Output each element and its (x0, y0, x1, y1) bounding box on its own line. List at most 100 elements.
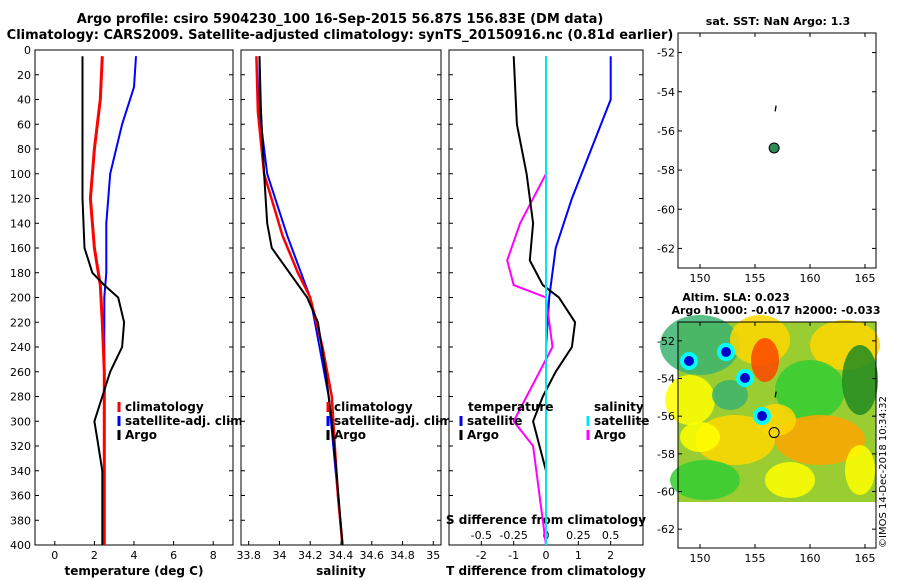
lat-tick-label: -56 (657, 410, 675, 423)
argo-line (81, 56, 126, 545)
y-tick-label: 100 (10, 168, 31, 181)
legend-climatology-label: climatology (125, 400, 204, 414)
sla-anomaly-blob (845, 445, 875, 495)
x-axis-label: temperature (deg C) (65, 564, 204, 578)
x-tick-label: 34.4 (329, 549, 354, 562)
lon-tick-label: 150 (690, 272, 711, 285)
y-tick-label: 120 (10, 193, 31, 206)
cold-eddy-core (757, 411, 767, 421)
lon-tick-label: 150 (690, 552, 711, 565)
y-tick-label: 80 (17, 143, 31, 156)
plot-frame (34, 49, 234, 546)
map-frame (677, 32, 877, 269)
x-tick-label: 6 (170, 549, 177, 562)
sla-anomaly-blob (680, 422, 720, 452)
lat-tick-label: -62 (657, 523, 675, 536)
imos-timestamp-watermark: ©IMOS 14-Dec-2018 10:34:32 (878, 396, 889, 548)
lon-tick-label: 165 (855, 272, 876, 285)
x-tick-label: 35 (426, 549, 440, 562)
sla-anomaly-blob (775, 415, 865, 465)
sst-map-title: sat. SST: NaN Argo: 1.3 (706, 15, 850, 28)
lat-tick-label: -54 (657, 86, 675, 99)
lat-tick-label: -58 (657, 164, 675, 177)
sla-anomaly-blob (775, 360, 845, 420)
y-tick-label: 220 (10, 316, 31, 329)
lat-tick-label: -54 (657, 373, 675, 386)
y-tick-label: 40 (17, 94, 31, 107)
sla-anomaly-blob (842, 345, 878, 415)
title-line-2: Climatology: CARS2009. Satellite-adjuste… (6, 28, 674, 43)
y-tick-label: 180 (10, 267, 31, 280)
x-axis-label: salinity (316, 564, 366, 578)
legend-t-argo-label: Argo (467, 428, 499, 442)
y-tick-label: 400 (10, 539, 31, 552)
sla-anomaly-blob (712, 380, 748, 410)
y-tick-label: 0 (24, 44, 31, 57)
legend-temperature-header: temperature (468, 400, 553, 414)
x-tick-label: -2 (476, 549, 487, 562)
lon-tick-label: 160 (800, 272, 821, 285)
x-tick-label: 0 (51, 549, 58, 562)
legend-satellite-adj-label: satellite-adj. clim. (125, 414, 247, 428)
sla-anomaly-blob (765, 462, 815, 498)
legend-climatology-label: climatology (334, 400, 413, 414)
lat-tick-label: -60 (657, 203, 675, 216)
x-tick-label: 0 (543, 549, 550, 562)
sla-anomaly-blob (751, 338, 779, 382)
lat-tick-label: -60 (657, 486, 675, 499)
y-tick-label: 260 (10, 366, 31, 379)
lat-tick-label: -58 (657, 448, 675, 461)
t-argo-line (512, 56, 577, 545)
x-axis-label: T difference from climatology (446, 564, 646, 578)
lon-tick-label: 155 (745, 272, 766, 285)
top-tick-label: 0.5 (602, 529, 620, 542)
x-tick-label: 2 (91, 549, 98, 562)
cold-eddy-core (721, 347, 731, 357)
legend-t-satellite-label: satellite (467, 414, 522, 428)
altimetry-title-1: Altim. SLA: 0.023 (682, 291, 789, 304)
x-tick-label: 1 (575, 549, 582, 562)
sla-anomaly-blob (660, 315, 740, 375)
x-tick-label: 34.8 (390, 549, 415, 562)
x-tick-label: 8 (210, 549, 217, 562)
lat-tick-label: -52 (657, 47, 675, 60)
lat-tick-label: -52 (657, 335, 675, 348)
legend-argo-label: Argo (125, 428, 157, 442)
y-tick-label: 140 (10, 217, 31, 230)
x-tick-label: 34.6 (360, 549, 385, 562)
y-tick-label: 160 (10, 242, 31, 255)
y-tick-label: 300 (10, 415, 31, 428)
argo-position-marker (768, 427, 780, 439)
x-tick-label: -1 (508, 549, 519, 562)
lon-tick-label: 155 (745, 552, 766, 565)
argo-position-marker (768, 142, 780, 154)
top-tick-label: -0.5 (471, 529, 492, 542)
map-frame (677, 321, 877, 549)
top-tick-label: 0.25 (566, 529, 591, 542)
cold-eddy-core (740, 373, 750, 383)
y-tick-label: 360 (10, 490, 31, 503)
lat-tick-label: -56 (657, 125, 675, 138)
legend-satellite-adj-label: satellite-adj. clim. (334, 414, 456, 428)
y-tick-label: 200 (10, 292, 31, 305)
sla-anomaly-blob (670, 460, 740, 500)
sst-map-panel: sat. SST: NaN Argo: 1.3 150 155 160 165 -52 -5… (657, 15, 877, 285)
y-tick-label: 280 (10, 391, 31, 404)
climatology-line (88, 56, 106, 545)
y-tick-label: 20 (17, 69, 31, 82)
temperature-panel: 0204060801001201401601802002202402602803… (10, 44, 247, 578)
title-line-1: Argo profile: csiro 5904230_100 16-Sep-2… (76, 12, 604, 27)
trajectory-mark (774, 105, 777, 112)
y-tick-label: 60 (17, 118, 31, 131)
x-tick-label: 34 (272, 549, 286, 562)
top-tick-label: -0.25 (499, 529, 527, 542)
trajectory-mark (774, 391, 777, 398)
cold-eddy-core (684, 356, 694, 366)
x-tick-label: 33.8 (236, 549, 261, 562)
legend-s-satellite-label: satellite (594, 414, 649, 428)
legend-s-argo-label: Argo (594, 428, 626, 442)
legend-salinity-header: salinity (594, 400, 644, 414)
lon-tick-label: 165 (855, 552, 876, 565)
